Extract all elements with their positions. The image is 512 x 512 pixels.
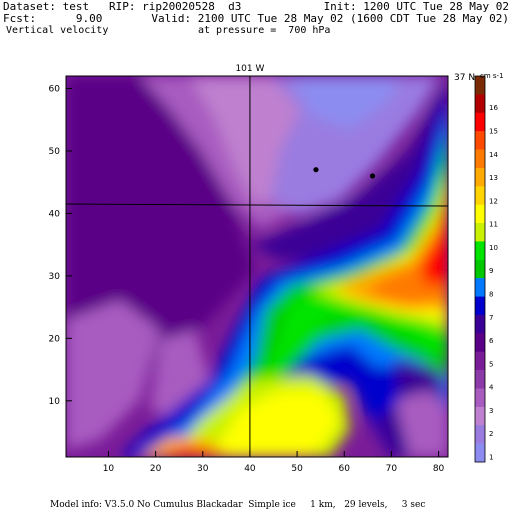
pressure-label: at pressure = 700 hPa: [198, 25, 331, 36]
colorbar-swatch: [475, 94, 485, 114]
y-tick-label: 60: [49, 84, 61, 94]
northeast-blue-region: [290, 76, 400, 130]
blue-band: [120, 90, 448, 457]
colorbar-label: 3: [489, 407, 493, 415]
colorbar-label: 5: [489, 360, 493, 368]
y-tick-label: 40: [49, 209, 61, 219]
colorbar-label: 8: [489, 291, 493, 299]
colorbar-swatch: [475, 241, 485, 261]
y-tick-label: 30: [49, 272, 61, 282]
colorbar-label: 11: [489, 221, 498, 229]
colorbar-swatch: [475, 443, 485, 463]
colorbar-swatch: [475, 149, 485, 169]
colorbar-swatch: [475, 351, 485, 371]
x-tick-label: 20: [150, 464, 162, 474]
x-tick-label: 40: [244, 464, 256, 474]
colorbar-label: 7: [489, 314, 493, 322]
parallel-line: [65, 203, 449, 207]
colorbar-swatch: [475, 370, 485, 389]
colorbar-swatch: [475, 204, 485, 224]
y-tick-label: 50: [49, 147, 61, 157]
colorbar-label: 4: [489, 384, 494, 392]
colorbar-label: 13: [489, 174, 498, 182]
east-red-max-region: [420, 200, 448, 285]
southeast-light-region: [395, 390, 448, 457]
colorbar-swatch: [475, 167, 485, 187]
station-point: [313, 167, 319, 173]
colorbar-label: 9: [489, 267, 493, 275]
bright-green-band: [190, 150, 448, 457]
colorbar-swatch: [475, 223, 485, 242]
colorbar-swatch: [475, 425, 485, 444]
colorbar-swatch: [475, 131, 485, 150]
colorbar-label: 2: [489, 430, 493, 438]
colorbar-label: 6: [489, 337, 494, 345]
colorbar-swatch: [475, 333, 485, 353]
colorbar-swatch: [475, 388, 485, 408]
y-tick-label: 10: [49, 397, 61, 407]
x-tick-label: 50: [291, 464, 303, 474]
colorbar-swatch: [475, 278, 485, 297]
colorbar-label: 10: [489, 244, 498, 252]
dataset-label: Dataset: test RIP: rip20020528 d3: [3, 0, 242, 13]
south-yellow-region: [210, 390, 340, 457]
field-label: Vertical velocity: [6, 25, 109, 36]
colorbar-swatch: [475, 406, 485, 426]
colorbar-swatch: [475, 296, 485, 316]
x-tick-label: 30: [197, 464, 209, 474]
plot-frame: [65, 75, 449, 458]
light-blue-band: [140, 110, 448, 457]
colorbar-label: 12: [489, 197, 498, 205]
colorbar-frame: [474, 75, 486, 463]
x-tick-label: 60: [339, 464, 351, 474]
colorbar-swatch: [475, 76, 485, 95]
green-band: [160, 130, 448, 457]
colorbar-label: 1: [489, 453, 493, 461]
colorbar-units: cm s-1: [480, 72, 504, 80]
y-tick-label: 20: [49, 334, 61, 344]
southeast-blue-spot: [360, 365, 400, 420]
colorbar-swatch: [475, 186, 485, 205]
station-point: [369, 173, 376, 179]
south-red-spot: [160, 445, 215, 457]
parallel-label: 37 N: [454, 73, 475, 83]
colorbar-label: 16: [489, 104, 498, 112]
valid-label: Valid: 2100 UTC Tue 28 May 02 (1600 CDT …: [151, 12, 509, 25]
x-tick-label: 10: [103, 464, 115, 474]
forecast-label: Fcst: 9.00: [3, 12, 103, 25]
lower-left-light-region: [66, 300, 160, 450]
colorbar-label: 15: [489, 128, 498, 136]
x-tick-label: 70: [386, 464, 398, 474]
colorbar-swatch: [475, 259, 485, 279]
colorbar-swatch: [475, 112, 485, 132]
meridian-label: 101 W: [235, 64, 264, 74]
colorbar-label: 14: [489, 151, 498, 159]
x-tick-label: 80: [433, 464, 445, 474]
footer-model-info: Model info: V3.5.0 No Cumulus Blackadar …: [50, 500, 426, 510]
colorbar-swatch: [475, 314, 485, 334]
init-label: Init: 1200 UTC Tue 28 May 02: [323, 0, 509, 13]
